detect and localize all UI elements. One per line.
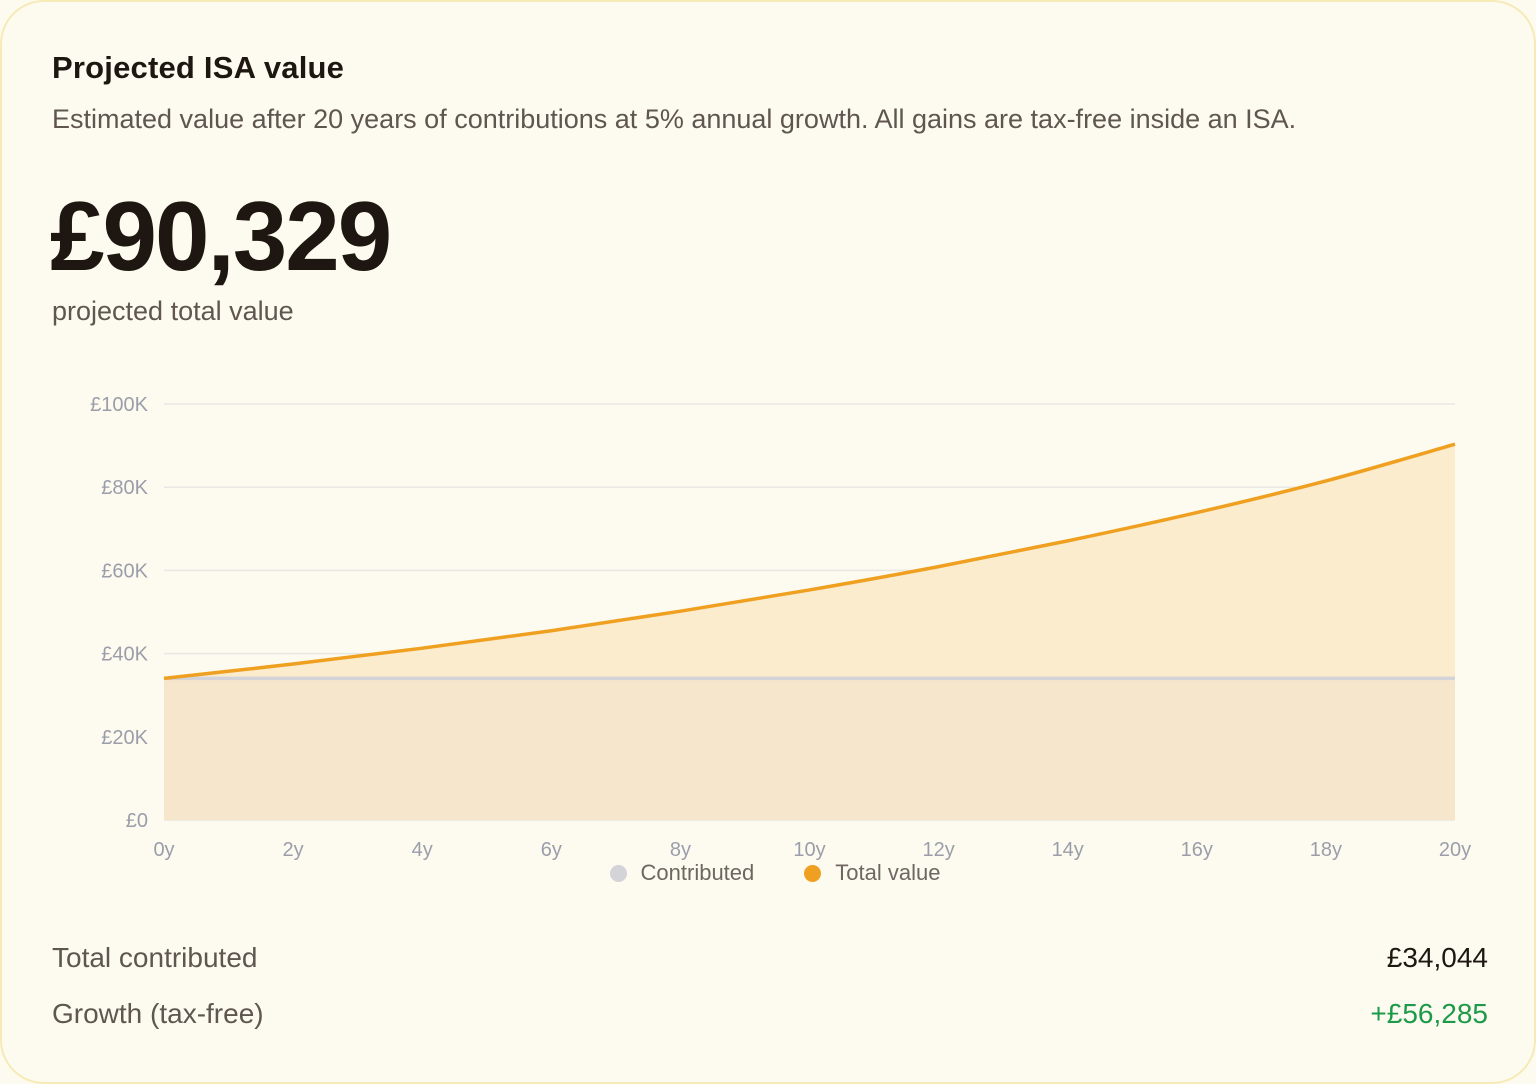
y-tick-label: £20K <box>101 727 148 749</box>
summary-value-contributed: £34,044 <box>1386 942 1488 973</box>
legend-label-total: Total value <box>835 860 941 885</box>
x-tick-label: 16y <box>1181 839 1213 861</box>
projection-chart: £0 £20K £40K £60K £80K £100K 0y 2y 4y 6y 8y 10y 12y… <box>90 394 1471 861</box>
projected-total-value: £90,329 <box>50 181 392 291</box>
line-total-value <box>163 442 1456 681</box>
x-tick-label: 4y <box>412 839 433 861</box>
legend-label-contributed: Contributed <box>640 860 755 885</box>
summary-row-growth: Growth (tax-free) +£56,285 <box>52 998 1488 1030</box>
summary-value-growth: +£56,285 <box>1370 998 1488 1029</box>
x-tick-label: 0y <box>153 839 174 861</box>
chart-legend: Contributed Total value <box>2 860 1536 886</box>
y-tick-label: £40K <box>101 644 148 666</box>
x-tick-label: 18y <box>1310 839 1342 861</box>
card-subtitle: Estimated value after 20 years of contri… <box>52 104 1297 134</box>
legend-dot-total <box>804 864 822 882</box>
y-tick-label: £80K <box>101 477 148 499</box>
projected-total-caption: projected total value <box>52 296 294 326</box>
summary-label-contributed: Total contributed <box>52 942 258 973</box>
y-tick-label: £100K <box>90 394 148 416</box>
legend-item-contributed: Contributed <box>609 860 755 886</box>
x-tick-label: 10y <box>793 839 825 861</box>
y-tick-label: £60K <box>101 560 148 582</box>
y-axis-ticks: £0 £20K £40K £60K £80K £100K <box>90 394 148 832</box>
chart-lines <box>163 442 1456 681</box>
summary-row-contributed: Total contributed £34,044 <box>52 942 1488 974</box>
x-tick-label: 20y <box>1439 839 1471 861</box>
x-tick-label: 12y <box>922 839 954 861</box>
y-tick-label: £0 <box>126 810 148 832</box>
legend-dot-contributed <box>609 864 627 882</box>
x-tick-label: 2y <box>283 839 304 861</box>
x-tick-label: 8y <box>670 839 691 861</box>
x-tick-label: 6y <box>541 839 562 861</box>
chart-areas <box>164 444 1455 820</box>
legend-item-total: Total value <box>804 860 940 886</box>
summary-label-growth: Growth (tax-free) <box>52 998 264 1029</box>
area-contributed <box>164 678 1455 820</box>
card-title: Projected ISA value <box>52 50 345 85</box>
x-tick-label: 14y <box>1052 839 1084 861</box>
x-axis-ticks: 0y 2y 4y 6y 8y 10y 12y 14y 16y 18y 20y <box>153 839 1471 861</box>
